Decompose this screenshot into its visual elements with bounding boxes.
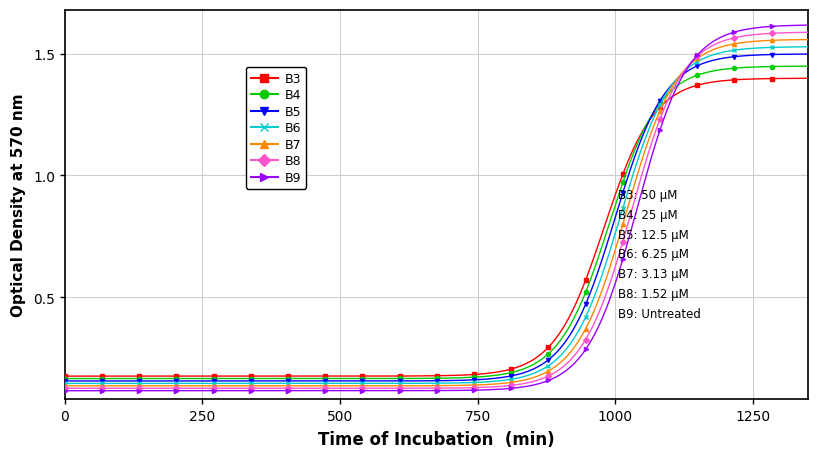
Text: B5: 12.5 μM: B5: 12.5 μM bbox=[618, 228, 689, 241]
Text: B9: Untreated: B9: Untreated bbox=[618, 308, 701, 320]
Text: B3: 50 μM: B3: 50 μM bbox=[618, 188, 677, 201]
Text: B7: 3.13 μM: B7: 3.13 μM bbox=[618, 268, 689, 281]
Text: B8: 1.52 μM: B8: 1.52 μM bbox=[618, 288, 689, 301]
Text: B4: 25 μM: B4: 25 μM bbox=[618, 208, 677, 221]
Text: B6: 6.25 μM: B6: 6.25 μM bbox=[618, 248, 689, 261]
Y-axis label: Optical Density at 570 nm: Optical Density at 570 nm bbox=[11, 94, 26, 317]
X-axis label: Time of Incubation  (min): Time of Incubation (min) bbox=[318, 430, 554, 448]
Legend: B3, B4, B5, B6, B7, B8, B9: B3, B4, B5, B6, B7, B8, B9 bbox=[246, 68, 306, 190]
